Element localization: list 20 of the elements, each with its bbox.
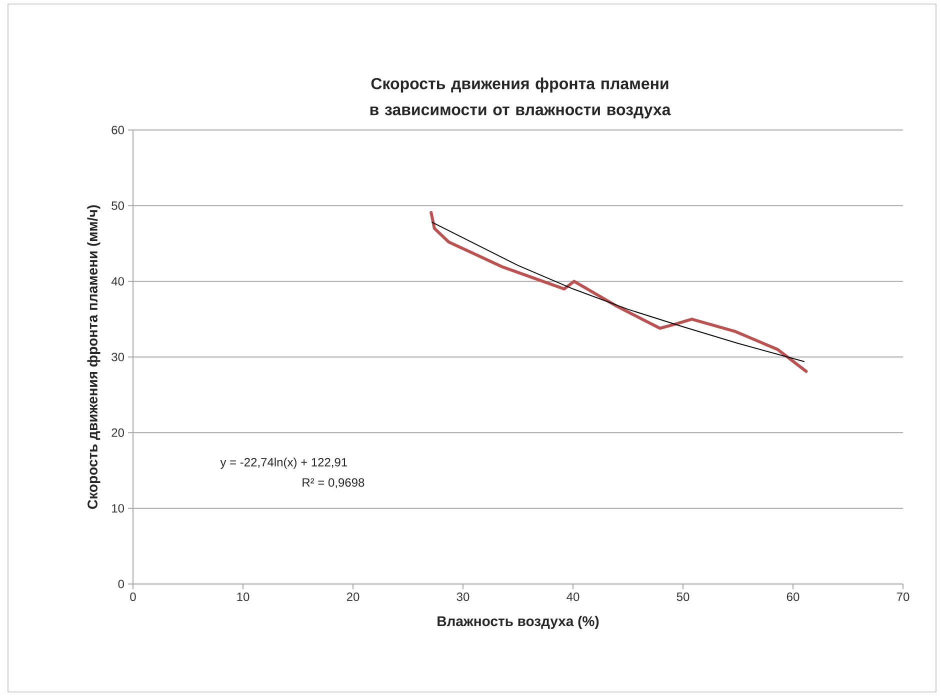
x-axis-title: Влажность воздуха (%) — [438, 616, 599, 629]
y-tick-label: 40 — [111, 277, 124, 286]
x-tick-label: 50 — [676, 592, 690, 602]
y-tick-label: 20 — [112, 428, 124, 437]
x-tick-label: 60 — [786, 592, 800, 602]
x-tick-label: 40 — [566, 592, 580, 602]
x-tick-label: 0 — [130, 592, 136, 602]
chart-title: Скорость движения фронта пламени в зависимости от влажности воздуха — [370, 78, 671, 118]
annotation: y = -22,74ln(x) + 122,91 — [220, 458, 348, 469]
x-tick-label: 70 — [896, 592, 910, 602]
y-tick-label: 30 — [112, 352, 124, 362]
y-tick-label: 10 — [112, 504, 124, 513]
y-tick-label: 50 — [112, 201, 124, 210]
annotation: R² = 0,9698 — [302, 478, 364, 488]
y-axis-title: Скорость движения фронта пламени (мм/ч) — [87, 205, 100, 509]
x-tick-label: 30 — [456, 592, 470, 602]
x-tick-label: 20 — [346, 592, 360, 602]
y-tick-label: 60 — [112, 126, 124, 134]
x-tick-label: 10 — [237, 592, 250, 602]
y-tick-label: 0 — [118, 580, 124, 588]
